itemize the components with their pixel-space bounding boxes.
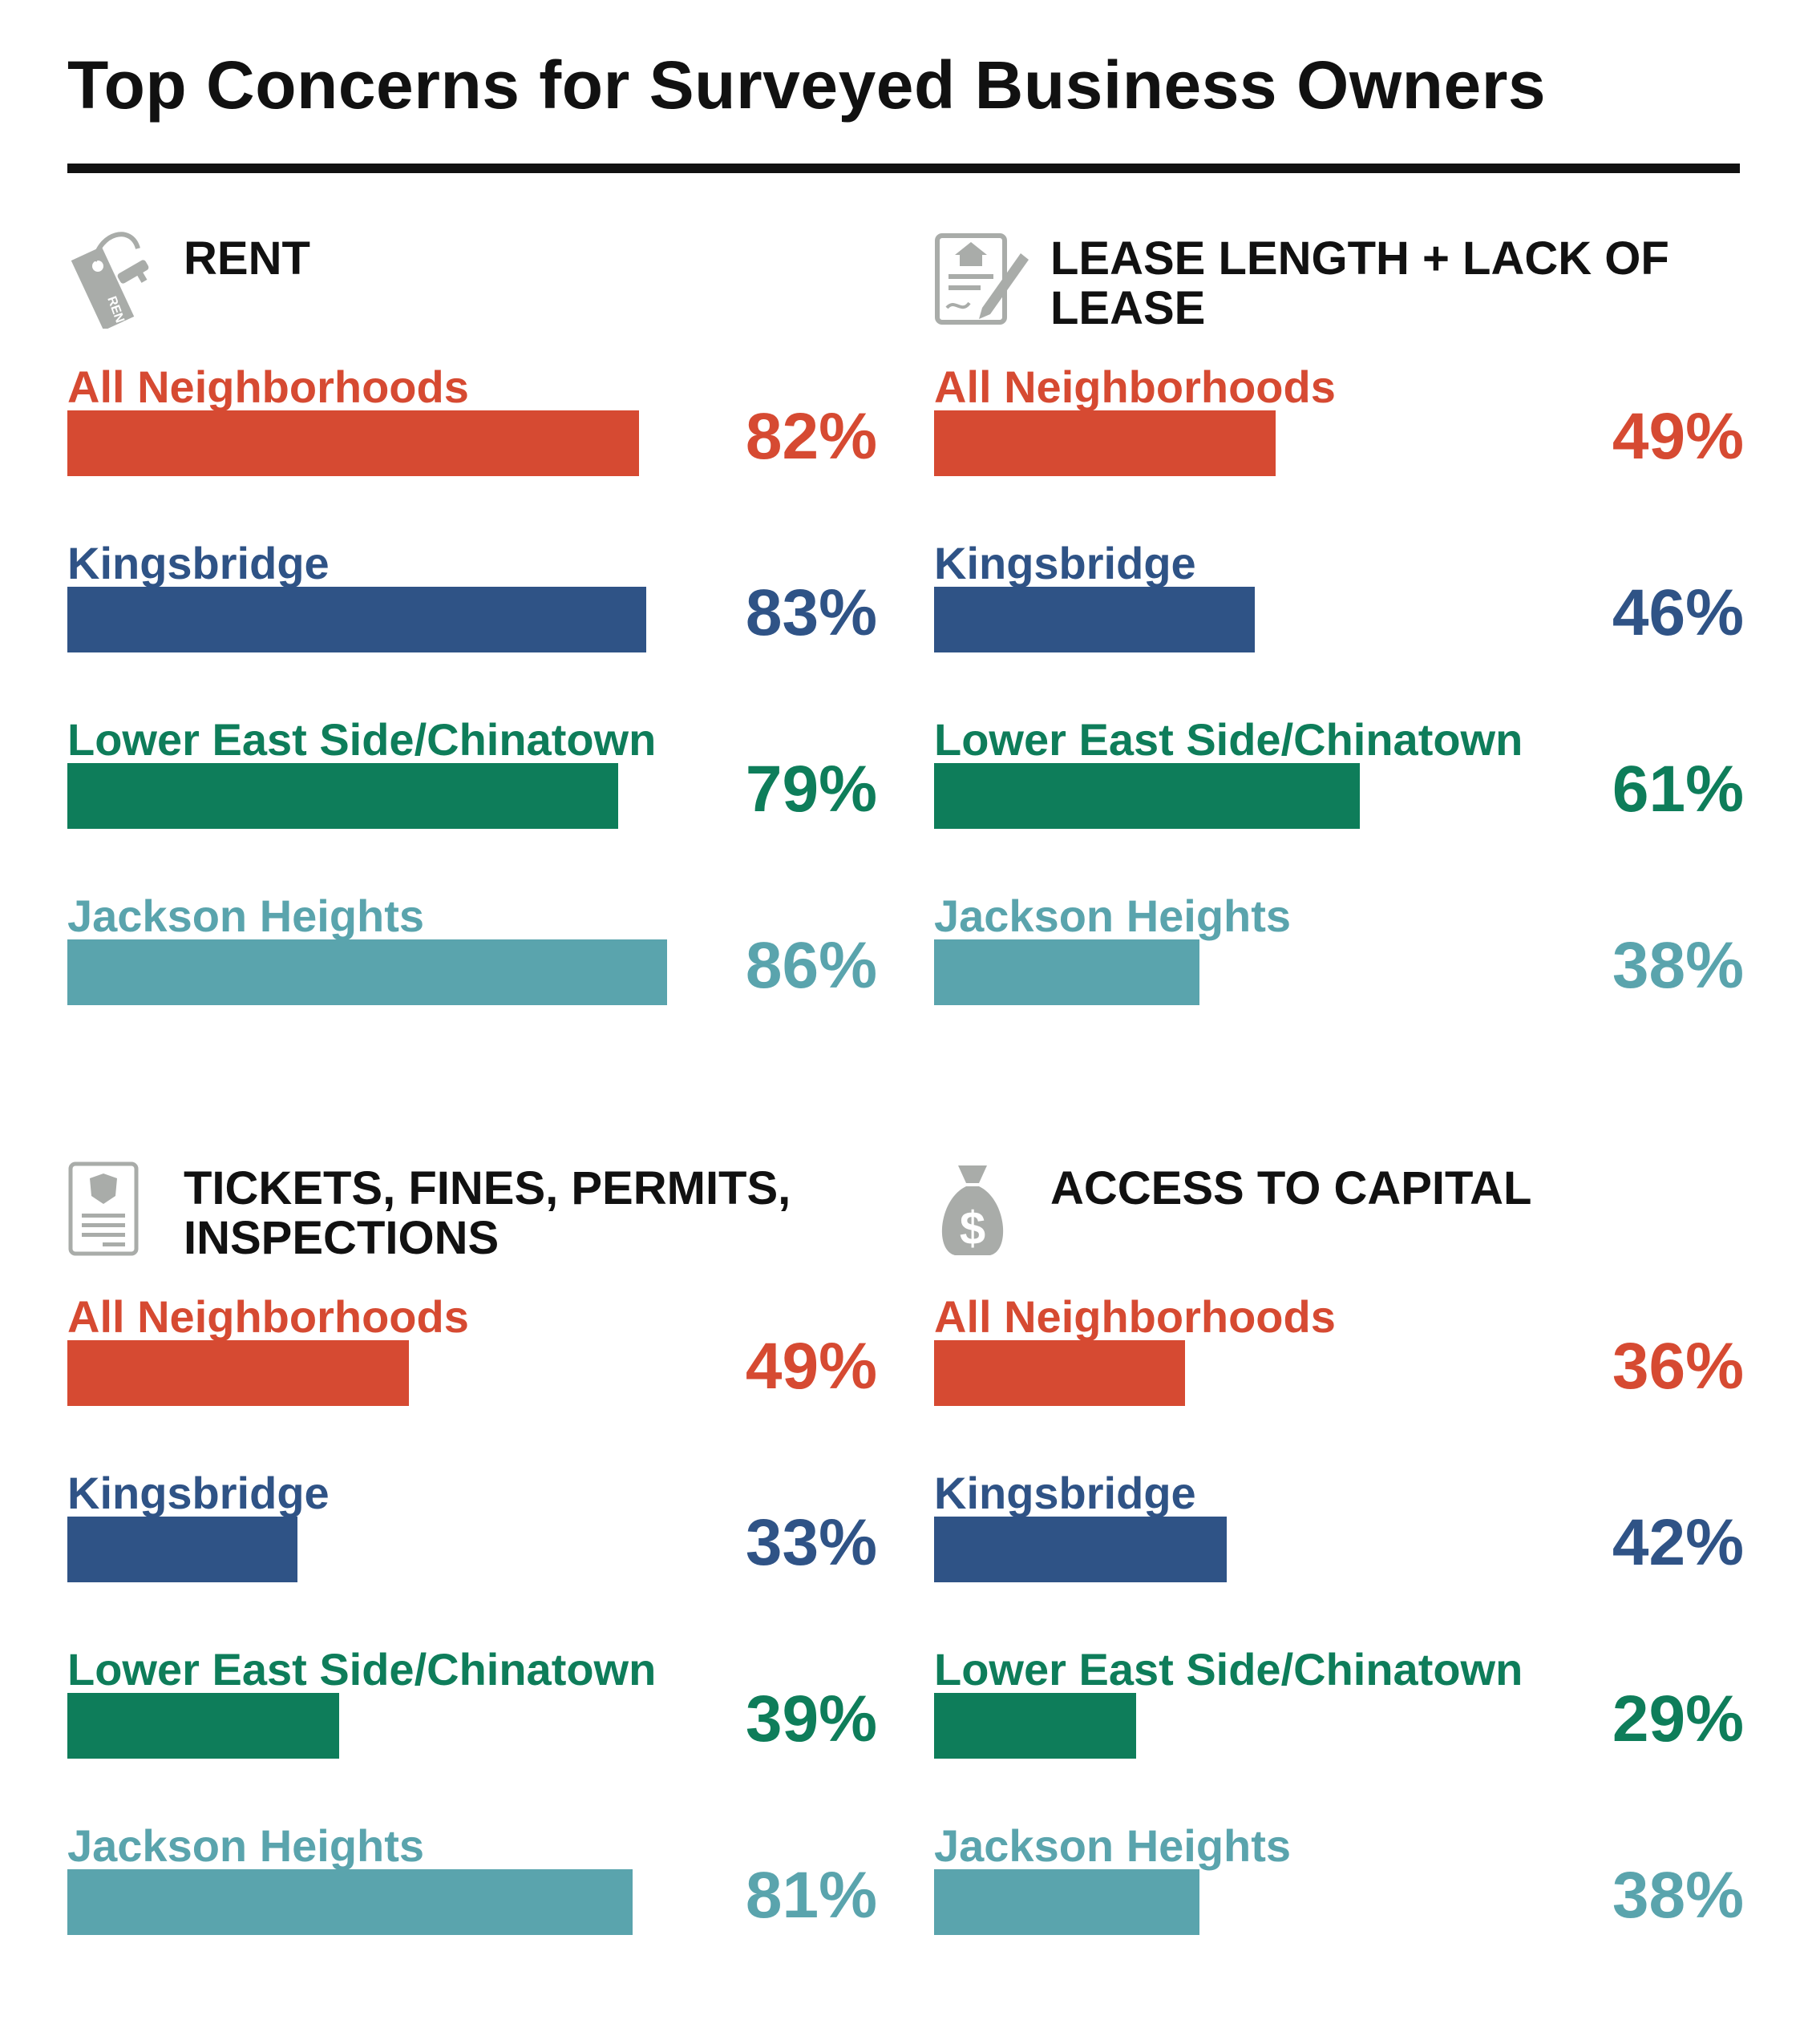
- value-label-jackson-heights: 81%: [745, 1859, 877, 1932]
- category-label-all-neighborhoods: All Neighborhoods: [934, 362, 1336, 412]
- value-label-lower-east-side-chinatown: 61%: [1612, 753, 1744, 826]
- category-label-all-neighborhoods: All Neighborhoods: [67, 1291, 469, 1342]
- category-label-all-neighborhoods: All Neighborhoods: [67, 362, 469, 412]
- capital-panel: $ ACCESS TO CAPITAL All Neighborhoods 36%…: [934, 1146, 1744, 2044]
- bar-jackson-heights: [934, 1869, 1199, 1935]
- value-label-kingsbridge: 33%: [745, 1506, 877, 1579]
- value-label-all-neighborhoods: 82%: [745, 400, 877, 473]
- value-label-lower-east-side-chinatown: 39%: [745, 1682, 877, 1755]
- bar-all-neighborhoods: [934, 1340, 1185, 1406]
- bar-kingsbridge: [934, 1517, 1227, 1582]
- money-bag-icon: $: [934, 1154, 1030, 1258]
- category-label-lower-east-side-chinatown: Lower East Side/Chinatown: [934, 714, 1523, 765]
- bar-lower-east-side-chinatown: [934, 1693, 1136, 1759]
- category-label-all-neighborhoods: All Neighborhoods: [934, 1291, 1336, 1342]
- lease-panel-title: LEASE LENGTH + LACK OF LEASE: [1050, 232, 1669, 334]
- bar-all-neighborhoods: [934, 410, 1276, 476]
- value-label-all-neighborhoods: 49%: [745, 1330, 877, 1403]
- category-label-kingsbridge: Kingsbridge: [67, 1468, 330, 1518]
- bar-all-neighborhoods: [67, 1340, 409, 1406]
- category-label-kingsbridge: Kingsbridge: [934, 1468, 1196, 1518]
- bar-lower-east-side-chinatown: [67, 1693, 339, 1759]
- bar-jackson-heights: [67, 1869, 633, 1935]
- bar-jackson-heights: [934, 939, 1199, 1005]
- value-label-lower-east-side-chinatown: 79%: [745, 753, 877, 826]
- bar-all-neighborhoods: [67, 410, 639, 476]
- bar-kingsbridge: [67, 1517, 297, 1582]
- page-title: Top Concerns for Surveyed Business Owner…: [67, 47, 1547, 123]
- value-label-all-neighborhoods: 49%: [1612, 400, 1744, 473]
- rent-key-tag-icon: RENT: [67, 224, 164, 333]
- bar-lower-east-side-chinatown: [934, 763, 1360, 829]
- svg-text:$: $: [960, 1202, 985, 1254]
- category-label-lower-east-side-chinatown: Lower East Side/Chinatown: [934, 1644, 1523, 1695]
- bar-lower-east-side-chinatown: [67, 763, 618, 829]
- category-label-jackson-heights: Jackson Heights: [934, 891, 1292, 941]
- value-label-jackson-heights: 86%: [745, 929, 877, 1002]
- tickets-panel-title: TICKETS, FINES, PERMITS, INSPECTIONS: [184, 1162, 791, 1264]
- rent-panel-title: RENT: [184, 232, 310, 285]
- title-divider: [67, 164, 1740, 173]
- value-label-kingsbridge: 42%: [1612, 1506, 1744, 1579]
- category-label-kingsbridge: Kingsbridge: [67, 538, 330, 588]
- category-label-jackson-heights: Jackson Heights: [934, 1820, 1292, 1871]
- value-label-jackson-heights: 38%: [1612, 929, 1744, 1002]
- lease-panel: LEASE LENGTH + LACK OF LEASE All Neighbo…: [934, 216, 1744, 1114]
- lease-document-icon: [934, 224, 1030, 329]
- capital-panel-title: ACCESS TO CAPITAL: [1050, 1162, 1532, 1214]
- category-label-lower-east-side-chinatown: Lower East Side/Chinatown: [67, 1644, 657, 1695]
- tickets-panel: TICKETS, FINES, PERMITS, INSPECTIONS All…: [67, 1146, 877, 2044]
- value-label-all-neighborhoods: 36%: [1612, 1330, 1744, 1403]
- category-label-kingsbridge: Kingsbridge: [934, 538, 1196, 588]
- value-label-kingsbridge: 83%: [745, 576, 877, 649]
- value-label-jackson-heights: 38%: [1612, 1859, 1744, 1932]
- category-label-lower-east-side-chinatown: Lower East Side/Chinatown: [67, 714, 657, 765]
- bar-jackson-heights: [67, 939, 667, 1005]
- value-label-lower-east-side-chinatown: 29%: [1612, 1682, 1744, 1755]
- bar-kingsbridge: [67, 587, 646, 652]
- bar-kingsbridge: [934, 587, 1255, 652]
- category-label-jackson-heights: Jackson Heights: [67, 891, 425, 941]
- ticket-badge-icon: [67, 1154, 164, 1258]
- rent-panel: RENT RENT All Neighborhoods 82% Kingsbridg…: [67, 216, 877, 1114]
- value-label-kingsbridge: 46%: [1612, 576, 1744, 649]
- category-label-jackson-heights: Jackson Heights: [67, 1820, 425, 1871]
